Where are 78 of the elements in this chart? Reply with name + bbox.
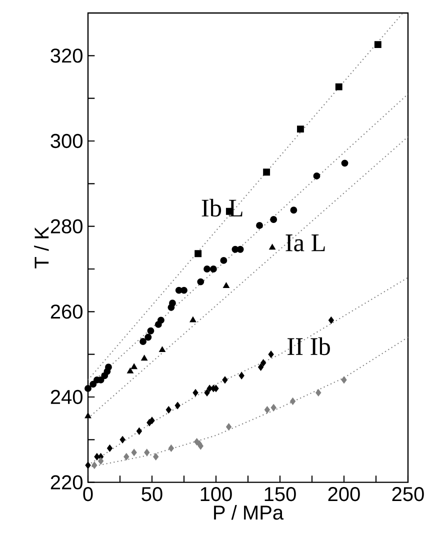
point xyxy=(159,346,166,352)
x-tick-label: 200 xyxy=(328,487,360,502)
point xyxy=(124,453,130,460)
point xyxy=(226,423,232,430)
y-tick-label: 240 xyxy=(50,390,82,404)
y-tick-label: 220 xyxy=(50,475,82,490)
point xyxy=(374,41,382,48)
x-tick-label: 150 xyxy=(264,487,296,502)
y-tick-label: 280 xyxy=(50,219,82,234)
point xyxy=(264,406,270,414)
point xyxy=(238,372,244,380)
point xyxy=(131,364,138,370)
y-tick-label: 320 xyxy=(50,48,82,63)
point xyxy=(236,246,244,253)
x-tick-label: 0 xyxy=(83,487,93,502)
point xyxy=(297,126,304,133)
point xyxy=(90,380,97,388)
point xyxy=(149,416,155,424)
point xyxy=(98,458,104,464)
point xyxy=(131,448,137,456)
point xyxy=(92,462,98,469)
point xyxy=(140,338,147,345)
point xyxy=(120,436,126,444)
point xyxy=(260,359,266,366)
point xyxy=(166,406,172,414)
point xyxy=(263,168,270,176)
point xyxy=(316,389,322,396)
point xyxy=(290,206,298,214)
point xyxy=(328,316,334,324)
point xyxy=(210,266,217,272)
point xyxy=(85,462,91,469)
point xyxy=(197,278,204,286)
point xyxy=(204,389,210,396)
y-tick-label: 260 xyxy=(50,304,82,319)
point xyxy=(144,334,152,341)
point xyxy=(84,384,92,392)
annotation: II Ib xyxy=(288,337,330,356)
point xyxy=(94,453,100,460)
point xyxy=(192,389,198,396)
point xyxy=(168,444,174,452)
point xyxy=(313,172,320,180)
point xyxy=(147,327,154,334)
point xyxy=(270,216,278,223)
point xyxy=(194,250,202,258)
point xyxy=(341,160,348,167)
x-tick-label: 50 xyxy=(142,487,162,502)
point xyxy=(105,364,112,371)
point xyxy=(258,364,264,371)
point xyxy=(256,222,263,229)
point xyxy=(136,428,142,435)
x-tick-label: 250 xyxy=(392,487,424,502)
point xyxy=(107,444,112,452)
point xyxy=(190,316,196,322)
point xyxy=(174,402,180,409)
point xyxy=(335,83,342,90)
point xyxy=(220,256,228,264)
point xyxy=(169,300,176,307)
point xyxy=(268,350,274,358)
point xyxy=(270,404,276,412)
point xyxy=(141,355,148,361)
point xyxy=(84,412,92,418)
point xyxy=(290,398,296,405)
y-axis-title: T / K xyxy=(34,226,49,268)
x-tick-label: 100 xyxy=(200,487,232,502)
annotation: Ia L xyxy=(286,234,325,252)
point xyxy=(153,453,159,460)
y-tick-label: 300 xyxy=(50,134,82,148)
point xyxy=(157,316,164,324)
x-axis-title: P / MPa xyxy=(214,505,284,520)
point xyxy=(144,448,150,456)
point xyxy=(206,384,212,392)
point xyxy=(341,376,347,384)
point xyxy=(204,266,211,272)
point xyxy=(223,282,230,288)
point xyxy=(127,368,134,374)
point xyxy=(269,244,276,250)
point xyxy=(222,376,228,384)
point xyxy=(180,286,188,294)
